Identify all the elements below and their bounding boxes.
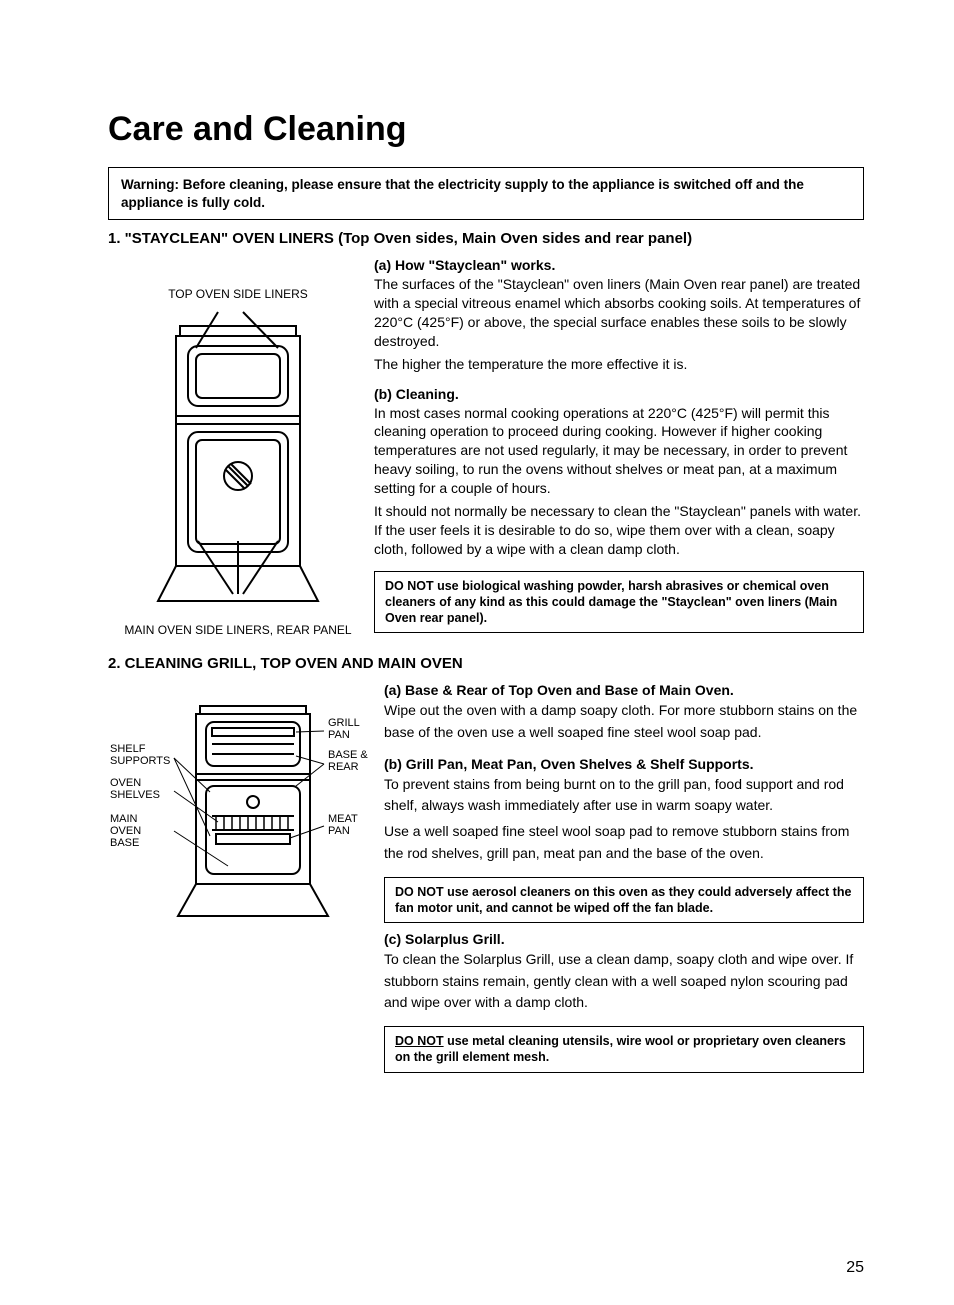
s2-note1-box: DO NOT use aerosol cleaners on this oven… (384, 877, 864, 924)
svg-text:PAN: PAN (328, 825, 350, 837)
s2a-p1: Wipe out the oven with a damp soapy clot… (384, 700, 864, 743)
fig1-bottom-label: MAIN OVEN SIDE LINERS, REAR PANEL (124, 623, 351, 638)
s2b-p1: To prevent stains from being burnt on to… (384, 774, 864, 817)
section2-figure-col: SHELF SUPPORTS OVEN SHELVES MAIN OVEN BA… (108, 682, 384, 935)
section1-body: TOP OVEN SIDE LINERS (108, 257, 864, 641)
s2c-p1: To clean the Solarplus Grill, use a clea… (384, 949, 864, 1014)
oven-diagram-2-icon: SHELF SUPPORTS OVEN SHELVES MAIN OVEN BA… (108, 696, 378, 931)
svg-text:SHELVES: SHELVES (110, 789, 160, 801)
svg-text:SUPPORTS: SUPPORTS (110, 755, 170, 767)
section2-text-col: (a) Base & Rear of Top Oven and Base of … (384, 682, 864, 1080)
s2-note2-rest: use metal cleaning utensils, wire wool o… (395, 1034, 846, 1064)
s1b-p1: In most cases normal cooking operations … (374, 404, 864, 498)
s2c-heading: (c) Solarplus Grill. (384, 931, 864, 947)
s2-note2-box: DO NOT use metal cleaning utensils, wire… (384, 1026, 864, 1073)
s1a-p1: The surfaces of the "Stayclean" oven lin… (374, 275, 864, 351)
svg-text:BASE &: BASE & (328, 749, 368, 761)
section2-body: SHELF SUPPORTS OVEN SHELVES MAIN OVEN BA… (108, 682, 864, 1080)
svg-text:MAIN: MAIN (110, 813, 138, 825)
s1a-heading: (a) How "Stayclean" works. (374, 257, 864, 273)
s1b-p2: It should not normally be necessary to c… (374, 502, 864, 559)
s2b-p2: Use a well soaped fine steel wool soap p… (384, 821, 864, 864)
svg-text:REAR: REAR (328, 761, 359, 773)
svg-text:SHELF: SHELF (110, 743, 146, 755)
section1-figure-col: TOP OVEN SIDE LINERS (108, 257, 374, 638)
page: Care and Cleaning Warning: Before cleani… (0, 0, 954, 1305)
s1b-heading: (b) Cleaning. (374, 386, 864, 402)
warning-box: Warning: Before cleaning, please ensure … (108, 167, 864, 220)
svg-text:BASE: BASE (110, 837, 139, 849)
s1a-p2: The higher the temperature the more effe… (374, 355, 864, 374)
page-number: 25 (846, 1259, 864, 1277)
section1-text-col: (a) How "Stayclean" works. The surfaces … (374, 257, 864, 641)
fig1-top-label: TOP OVEN SIDE LINERS (168, 287, 308, 302)
section1-heading: 1. "STAYCLEAN" OVEN LINERS (Top Oven sid… (108, 230, 864, 247)
svg-text:MEAT: MEAT (328, 813, 358, 825)
svg-text:OVEN: OVEN (110, 777, 141, 789)
s2b-heading: (b) Grill Pan, Meat Pan, Oven Shelves & … (384, 756, 864, 772)
svg-text:GRILL: GRILL (328, 717, 360, 729)
page-title: Care and Cleaning (108, 110, 864, 149)
oven-diagram-1-icon (148, 306, 328, 611)
svg-text:PAN: PAN (328, 729, 350, 741)
s2a-heading: (a) Base & Rear of Top Oven and Base of … (384, 682, 864, 698)
s2-note2-prefix: DO NOT (395, 1034, 444, 1048)
section2-heading: 2. CLEANING GRILL, TOP OVEN AND MAIN OVE… (108, 655, 864, 672)
s1-note-box: DO NOT use biological washing powder, ha… (374, 571, 864, 634)
svg-text:OVEN: OVEN (110, 825, 141, 837)
